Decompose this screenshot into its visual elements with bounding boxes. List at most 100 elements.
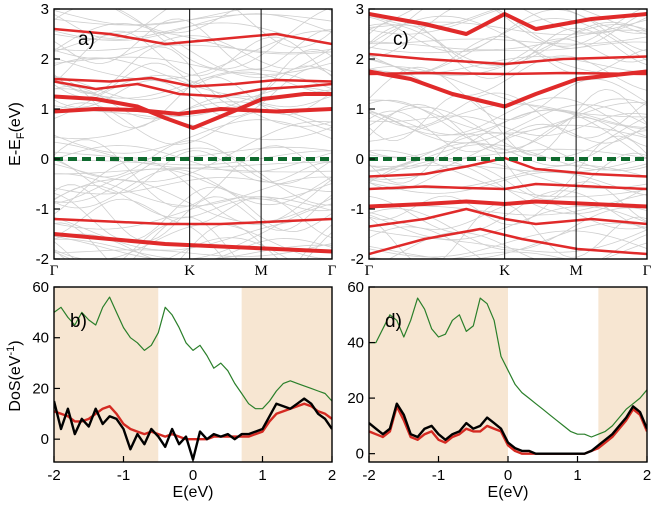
dos-series-total <box>54 296 332 410</box>
gray-band <box>369 9 647 34</box>
gray-band <box>369 66 647 118</box>
gray-band <box>54 217 332 251</box>
ytick-label: 3 <box>356 1 364 18</box>
gray-band <box>369 222 647 259</box>
kpoint-label: K <box>499 263 510 279</box>
ytick-label: -1 <box>36 201 49 218</box>
plot-area <box>54 287 332 462</box>
panel-tag: c) <box>393 29 409 50</box>
xtick-label: -2 <box>47 467 60 484</box>
ytick-label: 2 <box>356 51 364 68</box>
ytick-label: -2 <box>36 251 49 268</box>
gray-band <box>369 104 647 144</box>
gray-band <box>369 99 647 134</box>
gray-band <box>369 230 647 258</box>
gray-band <box>54 159 332 226</box>
red-band <box>54 232 332 254</box>
gray-band <box>54 119 332 154</box>
ytick-label: -2 <box>351 251 364 268</box>
gray-band <box>369 41 647 54</box>
gray-band <box>369 66 647 121</box>
gray-band <box>369 98 647 150</box>
dos-panel-d: 0 20 40 60 -2 -1 0 1 2 d) <box>347 279 651 484</box>
xtick-label: 1 <box>258 467 266 484</box>
gray-band <box>369 9 647 53</box>
gray-band <box>369 109 647 136</box>
plot-area <box>369 287 647 462</box>
gray-band <box>54 173 332 207</box>
gray-band <box>54 216 332 259</box>
kpoint-label: Γ <box>50 263 59 279</box>
xtick-label: 1 <box>573 467 581 484</box>
gray-band <box>114 9 332 34</box>
panel-frame <box>368 286 648 463</box>
gray-band <box>369 205 647 241</box>
red-band <box>369 71 647 76</box>
xlabel-left: E(eV) <box>173 484 214 501</box>
gray-band <box>388 231 647 259</box>
gray-band <box>54 30 332 80</box>
ytick-label: 1 <box>41 101 49 118</box>
ylabel-bottom: DoS(eV-1) <box>5 340 24 411</box>
gray-band <box>369 29 647 51</box>
gray-band <box>369 112 647 137</box>
gray-band <box>54 9 332 49</box>
gray-band <box>54 222 332 259</box>
gray-band <box>54 30 332 83</box>
panel-frame <box>53 286 333 463</box>
shaded-region <box>598 287 647 462</box>
ytick-label: 3 <box>41 1 49 18</box>
gray-band <box>54 74 332 127</box>
gray-band <box>54 140 332 185</box>
kpoint-label: Γ <box>328 263 337 279</box>
gray-band <box>369 9 642 50</box>
gray-band <box>54 150 332 194</box>
ytick-label: 40 <box>347 335 364 352</box>
gray-band <box>54 9 247 26</box>
gray-band <box>369 130 647 167</box>
gray-band <box>54 44 332 54</box>
ytick-label: 0 <box>41 431 49 448</box>
shaded-region <box>241 287 332 462</box>
gray-band <box>369 9 647 34</box>
gray-band <box>54 102 332 145</box>
plot-area <box>54 9 332 259</box>
gray-band <box>369 18 647 76</box>
red-band <box>54 27 332 46</box>
kpoint-label: M <box>254 263 267 279</box>
xtick-label: 2 <box>643 467 651 484</box>
red-band <box>54 92 332 130</box>
red-band <box>54 76 332 88</box>
gray-band <box>54 76 332 129</box>
gray-band <box>54 168 332 204</box>
gray-band <box>369 36 647 45</box>
gray-band <box>54 243 332 258</box>
ytick-label: 20 <box>347 390 364 407</box>
panel-tag: b) <box>70 311 87 332</box>
panel-frame <box>368 8 648 260</box>
gray-band <box>369 152 647 200</box>
gray-band <box>54 168 332 175</box>
gray-band <box>54 22 332 78</box>
panel-frame <box>53 8 333 260</box>
gray-band <box>369 55 647 97</box>
ytick-label: 0 <box>356 151 364 168</box>
kpoint-label: Γ <box>365 263 374 279</box>
xtick-label: -1 <box>432 467 445 484</box>
gray-band <box>54 139 332 208</box>
ytick-label: 60 <box>347 279 364 296</box>
gray-band <box>54 145 332 173</box>
xtick-label: -1 <box>117 467 130 484</box>
ytick-label: 40 <box>32 330 49 347</box>
ytick-label: 60 <box>32 279 49 296</box>
ytick-label: 20 <box>32 380 49 397</box>
red-band <box>54 107 332 116</box>
panel-tag: a) <box>78 29 95 50</box>
dos-series-black <box>369 402 647 455</box>
ylabel-top: E-EF(eV) <box>7 102 27 166</box>
dos-series-total <box>369 297 647 438</box>
gray-band <box>369 35 647 75</box>
